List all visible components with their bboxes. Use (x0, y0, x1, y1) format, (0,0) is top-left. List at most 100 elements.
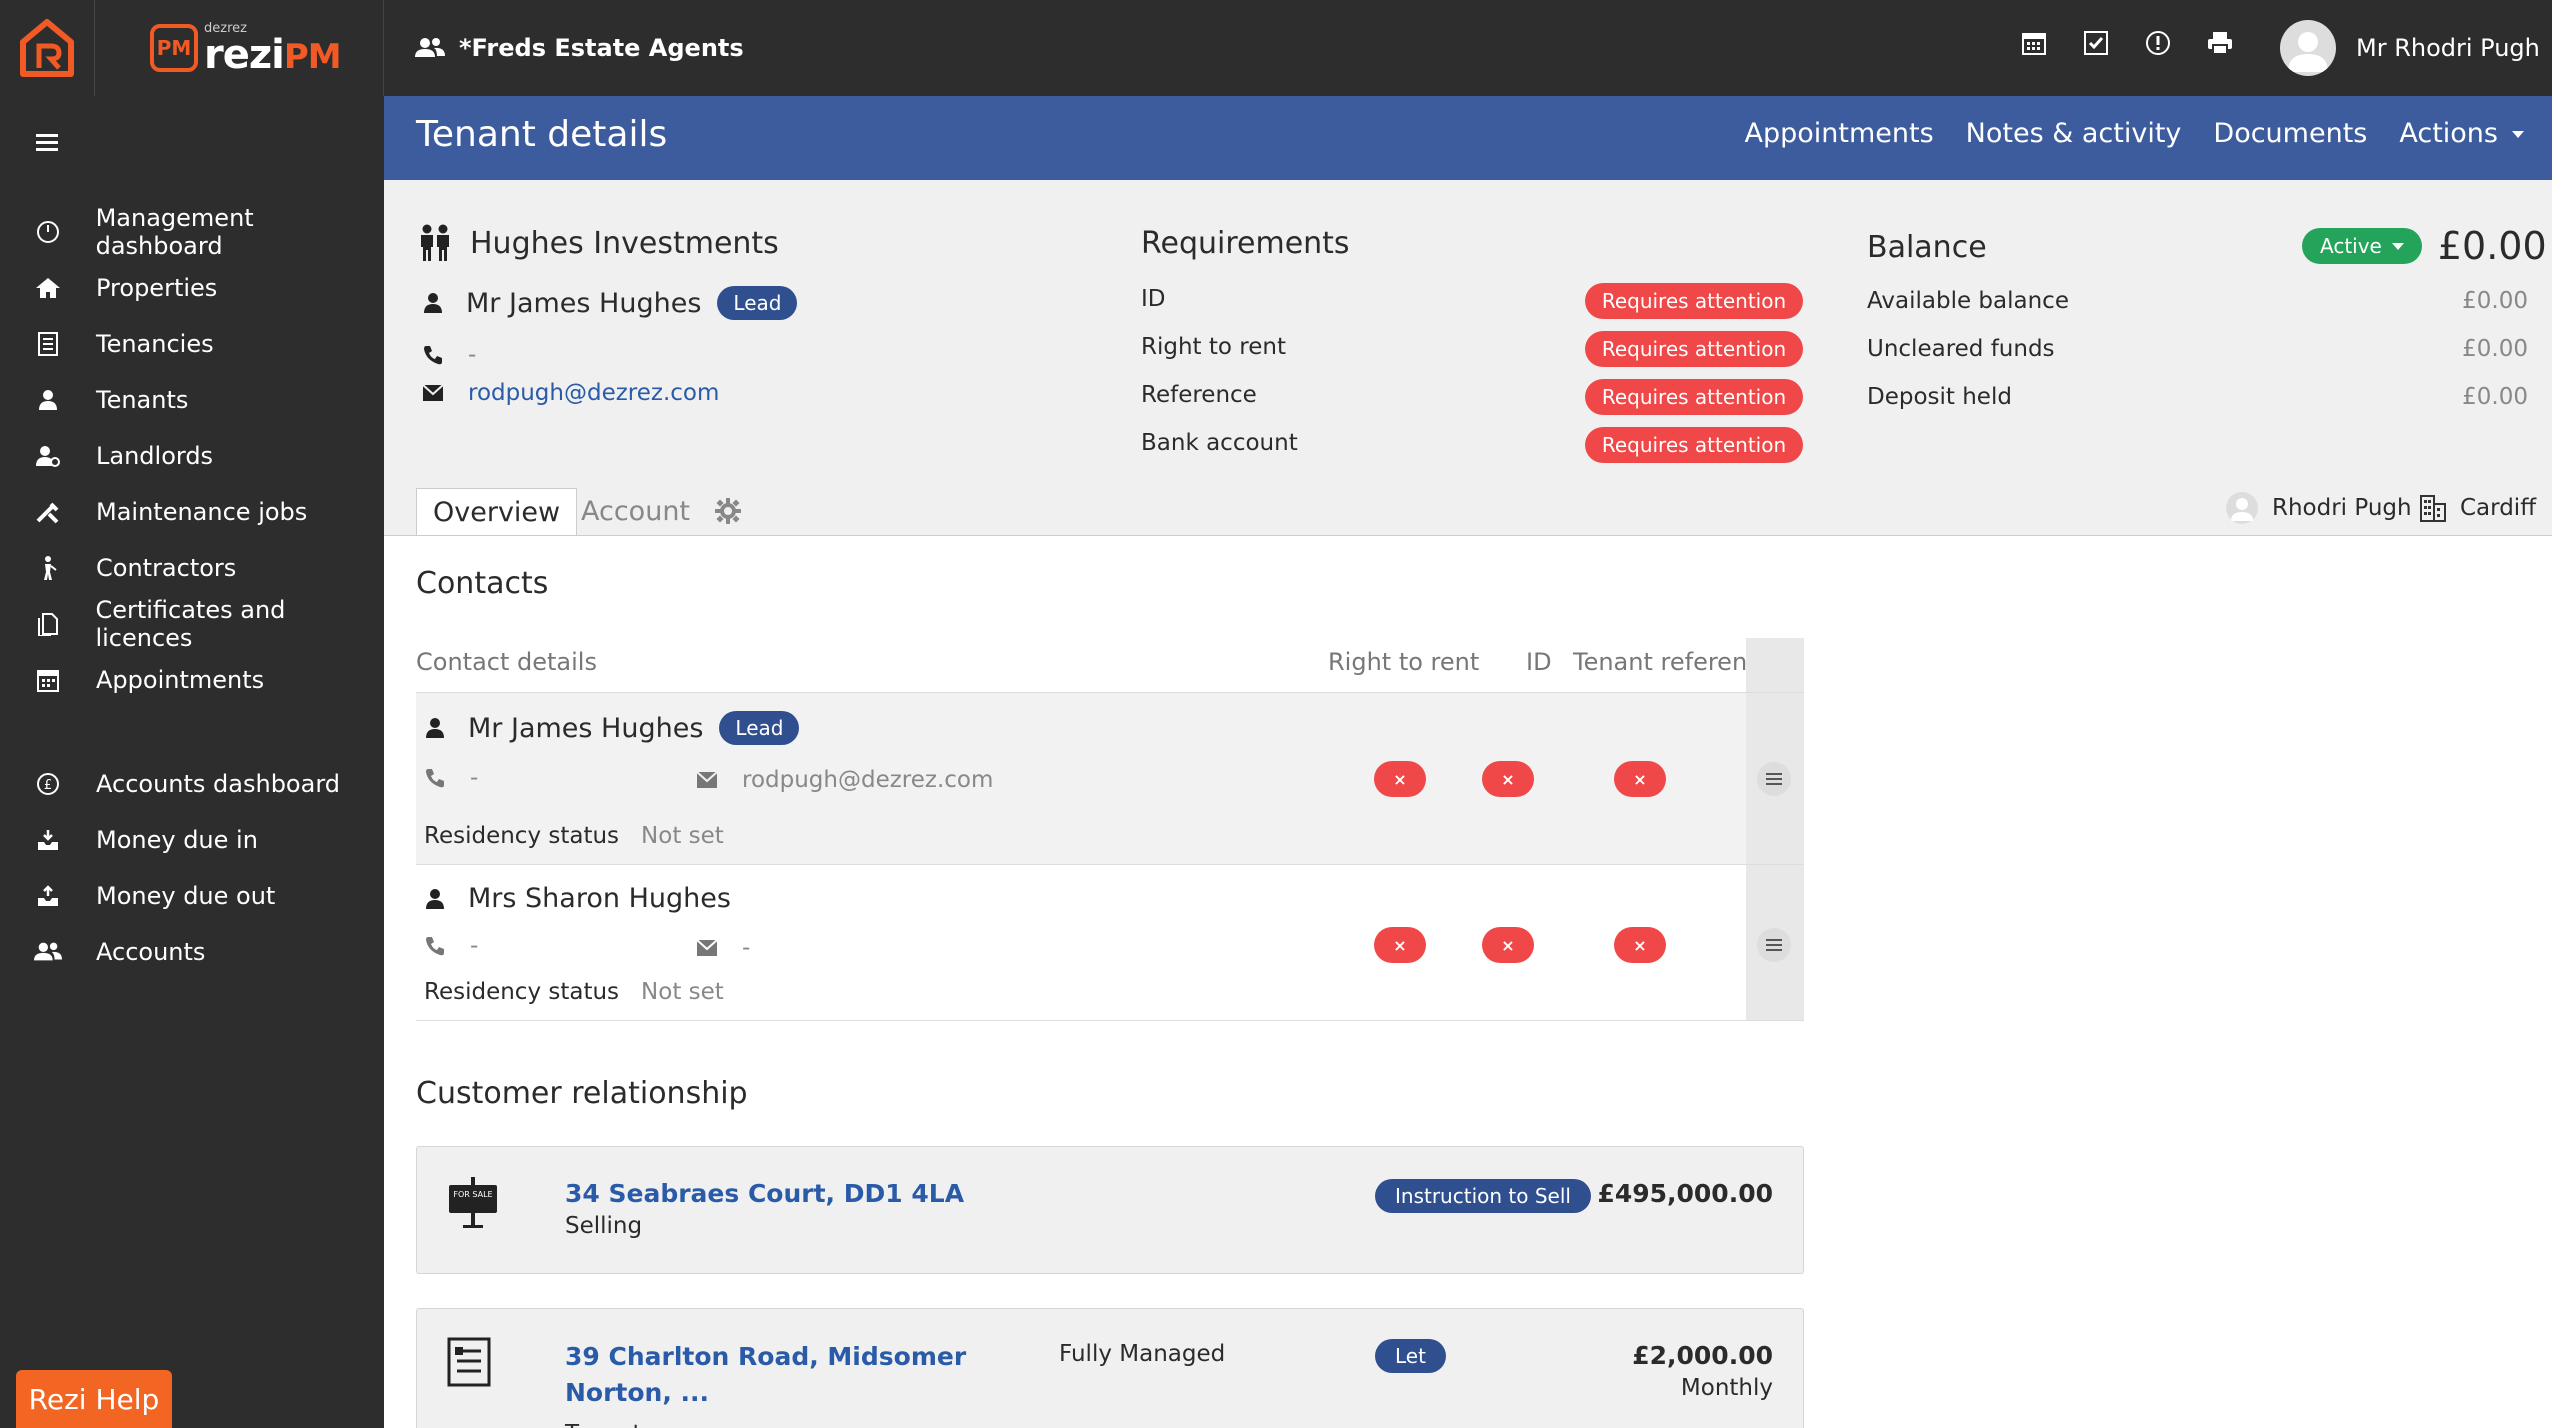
pm-badge-icon: PM (150, 24, 198, 72)
right-to-rent-status-icon[interactable]: × (1374, 761, 1426, 797)
mail-icon (696, 771, 718, 788)
files-icon (34, 610, 61, 638)
relationship-rent-period: Monthly (1680, 1375, 1773, 1401)
management-type: Fully Managed (1059, 1341, 1226, 1367)
contact-email: rodpugh@dezrez.com (742, 767, 994, 793)
print-icon[interactable] (2206, 28, 2234, 58)
agency-selector[interactable]: *Freds Estate Agents (415, 0, 744, 96)
row-menu-icon[interactable] (1757, 928, 1791, 962)
negotiator[interactable]: Rhodri Pugh (2226, 492, 2412, 524)
tenant-email-link[interactable]: rodpugh@dezrez.com (468, 380, 720, 406)
relationship-card-selling[interactable]: FOR SALE 34 Seabraes Court, DD1 4LA Sell… (416, 1146, 1804, 1274)
contact-phone: - (470, 765, 479, 791)
rezi-logo[interactable] (0, 0, 95, 96)
avatar (2280, 20, 2336, 76)
balance-title: Balance (1867, 230, 1987, 265)
chevron-down-icon (2391, 242, 2404, 250)
sidebar-item-certificates[interactable]: Certificates and licences (0, 596, 384, 652)
sidebar-nav-accounts: £ Accounts dashboard Money due in Money … (0, 756, 384, 980)
branch[interactable]: Cardiff (2420, 494, 2536, 522)
brand-logo[interactable]: PM dezrez reziPM (95, 0, 384, 96)
negotiator-name: Rhodri Pugh (2272, 495, 2412, 521)
hamburger-menu-icon[interactable] (36, 134, 58, 155)
residency-status-value: Not set (641, 823, 724, 849)
sidebar-item-tenancies[interactable]: Tenancies (0, 316, 384, 372)
calendar-icon[interactable] (2020, 28, 2048, 58)
sidebar-item-accounts[interactable]: Accounts (0, 924, 384, 980)
requirement-status-right-to-rent[interactable]: Requires attention (1585, 331, 1803, 367)
document-icon (447, 1337, 491, 1387)
sidebar-item-money-due-out[interactable]: Money due out (0, 868, 384, 924)
right-to-rent-status-icon[interactable]: × (1374, 927, 1426, 963)
currency-icon: £ (34, 770, 62, 798)
id-status-icon[interactable]: × (1482, 927, 1534, 963)
landlord-icon (34, 442, 62, 470)
gear-icon[interactable] (714, 497, 742, 525)
customer-relationship-title: Customer relationship (416, 1076, 748, 1111)
top-bar: PM dezrez reziPM *Freds Estate Agents Mr… (0, 0, 2552, 96)
appointments-link[interactable]: Appointments (1744, 118, 1934, 149)
id-status-icon[interactable]: × (1482, 761, 1534, 797)
sidebar-item-properties[interactable]: Properties (0, 260, 384, 316)
requirement-status-bank-account[interactable]: Requires attention (1585, 427, 1803, 463)
lead-tenant-name[interactable]: Mr James Hughes (466, 287, 702, 319)
tenant-group-name: Hughes Investments (470, 225, 779, 261)
alert-icon[interactable] (2144, 28, 2172, 58)
table-row: Mr James Hughes Lead - rodpugh@dezrez.co… (416, 692, 1804, 864)
page-header: Tenant details Appointments Notes & acti… (384, 96, 2552, 180)
residency-status-value: Not set (641, 979, 724, 1005)
tab-overview[interactable]: Overview (416, 488, 578, 536)
column-contact-details: Contact details (416, 648, 597, 676)
row-menu-icon[interactable] (1757, 762, 1791, 796)
contacts-table-header: Contact details Right to rent ID Tenant … (416, 638, 1804, 692)
mail-icon (422, 384, 444, 401)
person-icon (424, 293, 442, 313)
mail-icon (696, 939, 718, 956)
sidebar-item-accounts-dashboard[interactable]: £ Accounts dashboard (0, 756, 384, 812)
avatar (2226, 492, 2258, 524)
balance-status-row: Active £0.00 (2302, 224, 2547, 268)
requirement-status-id[interactable]: Requires attention (1585, 283, 1803, 319)
status-dropdown[interactable]: Active (2302, 228, 2422, 264)
table-row: Mrs Sharon Hughes - - Residency status N… (416, 864, 1804, 1021)
sidebar-item-money-due-in[interactable]: Money due in (0, 812, 384, 868)
contact-email: - (742, 935, 751, 961)
sidebar-nav-management: Management dashboard Properties Tenancie… (0, 204, 384, 708)
user-menu[interactable]: Mr Rhodri Pugh (2280, 20, 2540, 76)
contact-phone: - (470, 933, 479, 959)
relationship-card-tenant[interactable]: 39 Charlton Road, Midsomer Norton, ... T… (416, 1308, 1804, 1428)
documents-link[interactable]: Documents (2213, 118, 2368, 149)
uncleared-funds-label: Uncleared funds (1867, 336, 2055, 362)
residency-status-label: Residency status (424, 979, 620, 1005)
sidebar-item-landlords[interactable]: Landlords (0, 428, 384, 484)
balance-amount: £0.00 (2437, 224, 2547, 268)
sidebar-item-tenants[interactable]: Tenants (0, 372, 384, 428)
svg-text:£: £ (44, 778, 52, 793)
task-checkbox-icon[interactable] (2082, 28, 2110, 58)
actions-dropdown[interactable]: Actions (2399, 118, 2524, 149)
sidebar-item-management-dashboard[interactable]: Management dashboard (0, 204, 384, 260)
relationship-price: £2,000.00 (1632, 1341, 1773, 1370)
sidebar-item-maintenance-jobs[interactable]: Maintenance jobs (0, 484, 384, 540)
relationship-address-link[interactable]: 34 Seabraes Court, DD1 4LA (565, 1179, 965, 1208)
sidebar-item-contractors[interactable]: Contractors (0, 540, 384, 596)
notes-activity-link[interactable]: Notes & activity (1965, 118, 2182, 149)
contacts-table: Contact details Right to rent ID Tenant … (416, 638, 1804, 1021)
tenant-reference-status-icon[interactable]: × (1614, 761, 1666, 797)
lead-tenant-row: Mr James Hughes Lead (422, 286, 798, 320)
page-title: Tenant details (416, 114, 668, 155)
document-icon (34, 330, 62, 358)
rezi-help-button[interactable]: Rezi Help (16, 1370, 172, 1428)
for-sale-sign-text: FOR SALE (453, 1190, 492, 1199)
couple-icon (421, 224, 449, 261)
relationship-address-link[interactable]: 39 Charlton Road, Midsomer Norton, ... (565, 1342, 967, 1407)
contact-name[interactable]: Mrs Sharon Hughes (468, 883, 731, 914)
tab-account[interactable]: Account (581, 496, 691, 527)
column-right-to-rent: Right to rent (1328, 648, 1480, 676)
requirement-status-reference[interactable]: Requires attention (1585, 379, 1803, 415)
contact-name[interactable]: Mr James Hughes (468, 712, 704, 744)
sidebar-item-appointments[interactable]: Appointments (0, 652, 384, 708)
home-icon (34, 274, 62, 302)
lead-badge: Lead (719, 711, 800, 745)
tenant-reference-status-icon[interactable]: × (1614, 927, 1666, 963)
